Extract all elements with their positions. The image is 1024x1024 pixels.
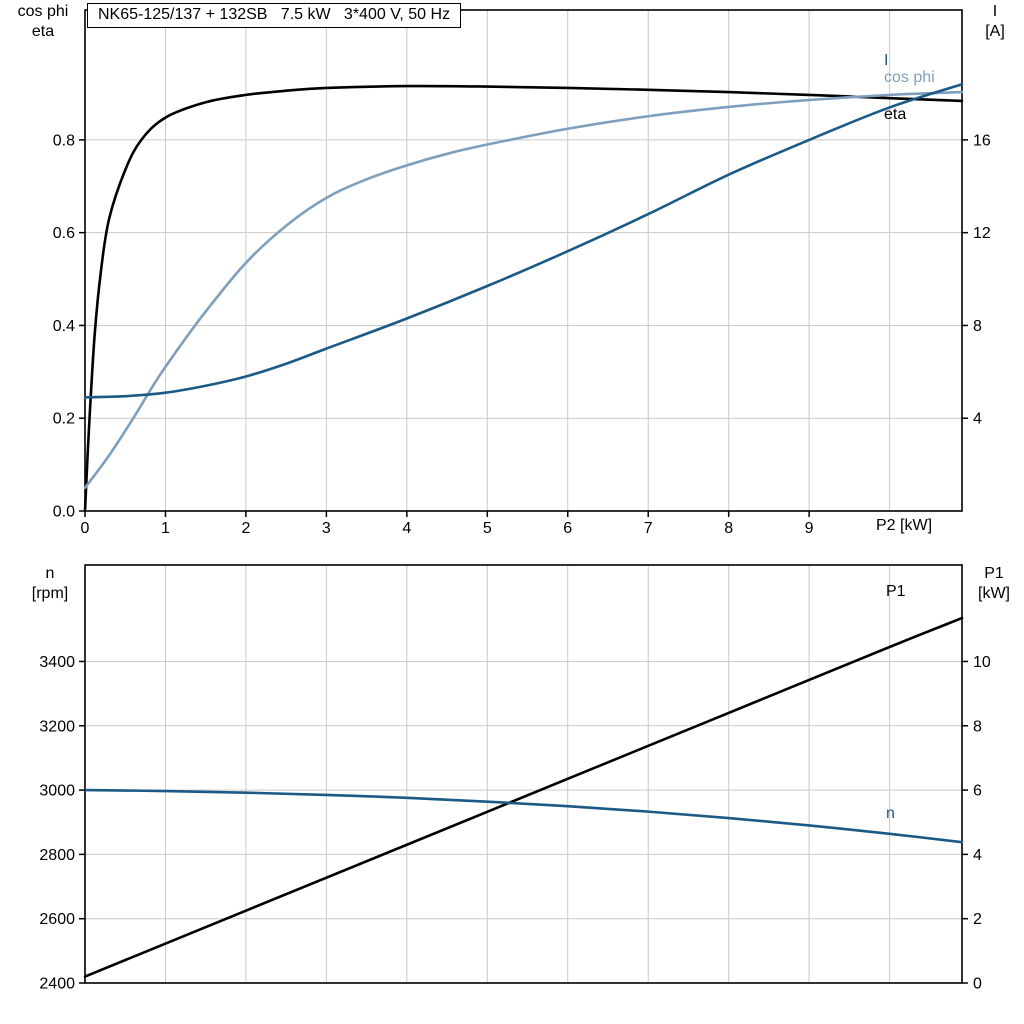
left-axis-tick-label: 3200 bbox=[39, 718, 75, 735]
chart-title-box: NK65-125/137 + 132SB 7.5 kW 3*400 V, 50 … bbox=[87, 3, 462, 28]
curve-cos-phi bbox=[83, 90, 964, 490]
right-axis-title-current: I bbox=[992, 3, 998, 20]
curve-label-cos-phi: cos phi bbox=[884, 69, 935, 86]
curve-label-n: n bbox=[886, 805, 895, 822]
x-axis-tick-label: 3 bbox=[322, 520, 331, 537]
gridlines bbox=[85, 565, 962, 983]
plot-border bbox=[84, 9, 963, 512]
left-axis-tick-label: 2800 bbox=[39, 847, 75, 864]
series bbox=[83, 616, 964, 978]
right-axis-title-unit-kw: [kW] bbox=[978, 585, 1010, 602]
chart-1: 2400 2600 2800 3000 3200 3400 0 2 4 6 8 10 bbox=[39, 564, 991, 993]
x-axis-tick-label: 1 bbox=[161, 520, 170, 537]
x-axis-tick-label: 4 bbox=[402, 520, 411, 537]
curve-n bbox=[83, 788, 964, 844]
x-axis-tick-label: 7 bbox=[644, 520, 653, 537]
top-chart-right-axis-header: I [A] bbox=[970, 2, 1020, 42]
top-chart-left-axis-header: cos phi eta bbox=[4, 2, 82, 42]
right-axis-tick-label: 6 bbox=[973, 783, 982, 800]
right-axis-title-p1: P1 bbox=[984, 565, 1004, 582]
x-axis-tick-label: 9 bbox=[805, 520, 814, 537]
left-axis-tick-label: 0.6 bbox=[53, 225, 75, 242]
curve-P1 bbox=[83, 616, 964, 978]
left-axis-tick-label: 3000 bbox=[39, 783, 75, 800]
curve-label-eta: eta bbox=[884, 106, 907, 123]
right-axis-tick-label: 8 bbox=[973, 718, 982, 735]
left-axis-title-n: n bbox=[45, 565, 55, 582]
curve-I bbox=[83, 82, 964, 399]
curve-label-p1: P1 bbox=[886, 583, 906, 600]
right-axis-title-unit-amps: [A] bbox=[985, 23, 1005, 40]
x-axis-tick-label: 2 bbox=[241, 520, 250, 537]
left-axis-title-eta: eta bbox=[31, 23, 55, 40]
right-axis-tick-label: 4 bbox=[973, 847, 982, 864]
series bbox=[83, 82, 964, 513]
right-axis-tick-label: 4 bbox=[973, 411, 982, 428]
curve-eta bbox=[83, 84, 964, 513]
left-axis-tick-label: 0.8 bbox=[53, 132, 75, 149]
right-axis-tick-label: 2 bbox=[973, 911, 982, 928]
x-axis-tick-label: 6 bbox=[563, 520, 572, 537]
left-axis-tick-label: 0.4 bbox=[53, 318, 75, 335]
right-axis-tick-label: 16 bbox=[973, 132, 991, 149]
left-axis-title-unit-rpm: [rpm] bbox=[31, 585, 69, 602]
right-axis-tick-label: 8 bbox=[973, 318, 982, 335]
left-axis-tick-label: 0.0 bbox=[53, 504, 75, 521]
left-axis-title-cos-phi: cos phi bbox=[17, 3, 69, 20]
left-axis-tick-label: 3400 bbox=[39, 654, 75, 671]
x-axis-tick-label: 8 bbox=[724, 520, 733, 537]
ticks: 2400 2600 2800 3000 3200 3400 0 2 4 6 8 10 bbox=[39, 654, 990, 993]
left-axis-tick-label: 0.2 bbox=[53, 411, 75, 428]
x-axis-label-p2: P2 [kW] bbox=[876, 517, 933, 534]
x-axis-tick-label: 5 bbox=[483, 520, 492, 537]
plot-border bbox=[84, 564, 963, 984]
left-axis-tick-label: 2600 bbox=[39, 911, 75, 928]
bottom-chart-right-axis-header: P1 [kW] bbox=[966, 564, 1022, 604]
right-axis-tick-label: 0 bbox=[973, 976, 982, 993]
right-axis-tick-label: 12 bbox=[973, 225, 991, 242]
left-axis-tick-label: 2400 bbox=[39, 976, 75, 993]
curve-label-current: I bbox=[884, 52, 889, 69]
right-axis-tick-label: 10 bbox=[973, 654, 991, 671]
gridlines bbox=[85, 10, 962, 511]
x-axis-tick-label: 0 bbox=[81, 520, 90, 537]
bottom-chart-left-axis-header: n [rpm] bbox=[16, 564, 84, 604]
